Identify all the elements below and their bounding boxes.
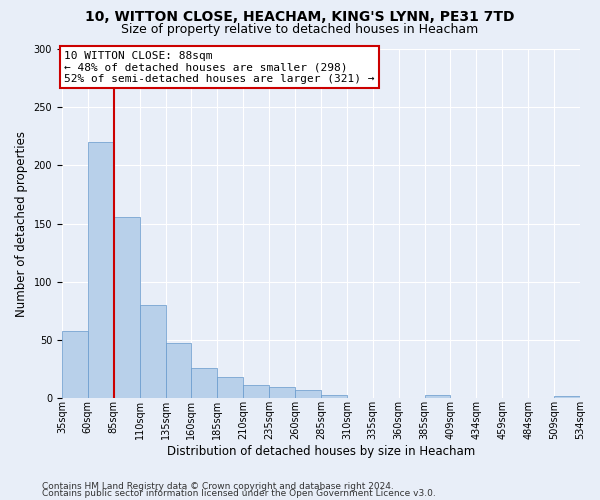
Bar [140,305,166,398]
Text: 10 WITTON CLOSE: 88sqm
← 48% of detached houses are smaller (298)
52% of semi-de: 10 WITTON CLOSE: 88sqm ← 48% of detached… [64,50,375,84]
Bar [191,368,217,398]
Bar [166,344,191,398]
Text: Contains HM Land Registry data © Crown copyright and database right 2024.: Contains HM Land Registry data © Crown c… [42,482,394,491]
Bar [88,142,114,398]
Bar [295,390,321,398]
Text: Size of property relative to detached houses in Heacham: Size of property relative to detached ho… [121,22,479,36]
Bar [114,216,140,398]
Bar [62,330,88,398]
Bar [425,394,451,398]
Bar [243,386,269,398]
Y-axis label: Number of detached properties: Number of detached properties [15,130,28,316]
Bar [269,386,295,398]
X-axis label: Distribution of detached houses by size in Heacham: Distribution of detached houses by size … [167,444,475,458]
Bar [554,396,580,398]
Bar [321,394,347,398]
Text: 10, WITTON CLOSE, HEACHAM, KING'S LYNN, PE31 7TD: 10, WITTON CLOSE, HEACHAM, KING'S LYNN, … [85,10,515,24]
Text: Contains public sector information licensed under the Open Government Licence v3: Contains public sector information licen… [42,490,436,498]
Bar [217,377,243,398]
